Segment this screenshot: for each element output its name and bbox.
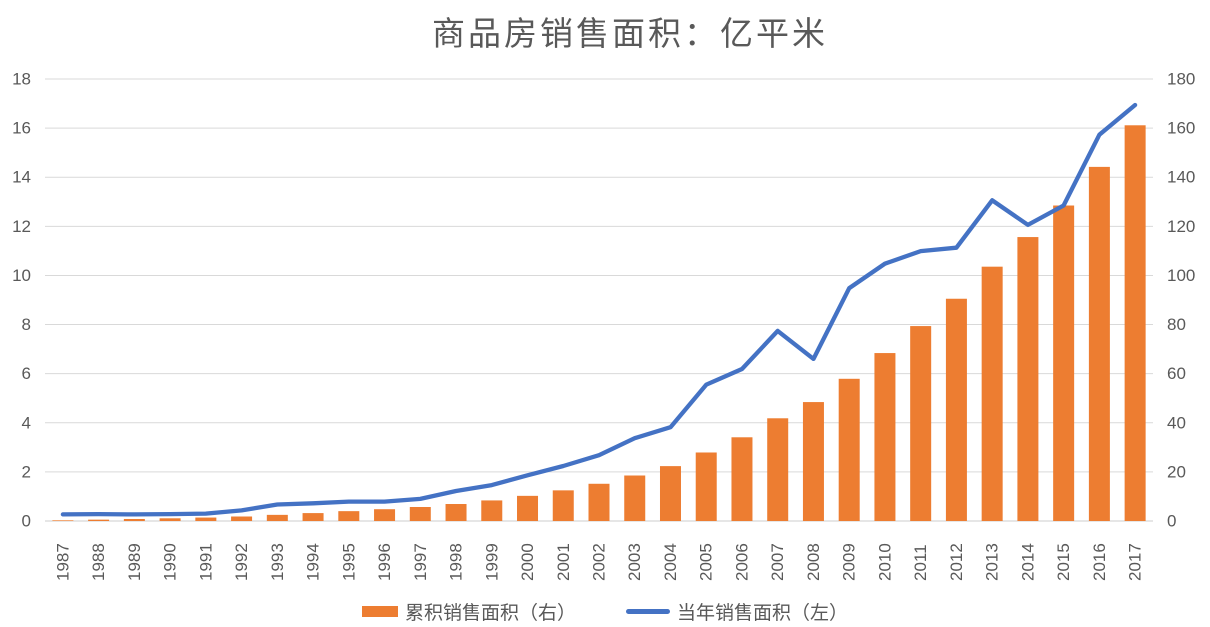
y-left-tick-label: 12 (12, 217, 31, 236)
bar-2016 (1088, 166, 1110, 521)
x-tick-label-1993: 1993 (268, 543, 287, 581)
y-right-tick-label: 120 (1167, 217, 1195, 236)
y-right-tick-label: 180 (1167, 70, 1195, 89)
bar-1998 (445, 504, 467, 521)
x-tick-label-1995: 1995 (339, 543, 358, 581)
x-tick-label-2013: 2013 (983, 543, 1002, 581)
x-tick-label-2008: 2008 (804, 543, 823, 581)
y-left-tick-label: 0 (22, 512, 31, 531)
bar-1992 (231, 516, 253, 521)
x-tick-label-2014: 2014 (1018, 543, 1037, 581)
bar-2005 (695, 452, 717, 521)
y-right-tick-label: 40 (1167, 413, 1186, 432)
y-left-tick-label: 10 (12, 266, 31, 285)
x-tick-label-1992: 1992 (232, 543, 251, 581)
x-tick-label-1999: 1999 (482, 543, 501, 581)
bar-2001 (552, 490, 574, 521)
bar-2017 (1124, 125, 1146, 521)
bar-2011 (910, 326, 932, 521)
x-tick-label-1991: 1991 (196, 543, 215, 581)
y-left-tick-label: 16 (12, 119, 31, 138)
bar-1990 (159, 518, 181, 521)
bar-2002 (588, 483, 610, 521)
x-tick-label-2007: 2007 (768, 543, 787, 581)
bar-1988 (88, 519, 110, 521)
x-tick-label-2012: 2012 (947, 543, 966, 581)
bar-2013 (981, 266, 1003, 521)
x-tick-label-2000: 2000 (518, 543, 537, 581)
line-series-swatch (626, 608, 670, 614)
x-tick-label-1988: 1988 (89, 543, 108, 581)
x-tick-label-2001: 2001 (554, 543, 573, 581)
y-left-tick-label: 18 (12, 70, 31, 89)
bar-2007 (767, 418, 789, 521)
plot-area: 0246810121416180204060801001201401601801… (12, 70, 1195, 582)
chart-title: 商品房销售面积：亿平米 (432, 15, 828, 52)
x-tick-label-2015: 2015 (1054, 543, 1073, 581)
y-right-tick-label: 20 (1167, 462, 1186, 481)
y-right-tick-label: 60 (1167, 364, 1186, 383)
bar-1994 (302, 513, 324, 521)
x-tick-label-1989: 1989 (125, 543, 144, 581)
legend-label-cumulative: 累积销售面积（右） (404, 602, 576, 624)
bar-2003 (624, 475, 646, 521)
bar-1993 (266, 514, 288, 521)
bar-2009 (838, 378, 860, 521)
legend-label-annual: 当年销售面积（左） (677, 602, 849, 624)
bar-1989 (123, 518, 145, 521)
legend-item-cumulative: 累积销售面积（右） (361, 598, 576, 625)
y-left-tick-label: 4 (22, 413, 31, 432)
bar-1997 (409, 507, 431, 521)
bar-2010 (874, 353, 896, 521)
y-right-tick-label: 0 (1167, 512, 1176, 531)
x-tick-label-2002: 2002 (590, 543, 609, 581)
y-left-tick-label: 8 (22, 315, 31, 334)
x-tick-label-2005: 2005 (697, 543, 716, 581)
bar-1987 (52, 520, 74, 521)
y-left-tick-label: 14 (12, 168, 31, 187)
x-tick-label-1996: 1996 (375, 543, 394, 581)
legend-item-annual: 当年销售面积（左） (626, 598, 848, 625)
y-left-tick-label: 6 (22, 364, 31, 383)
bar-1995 (338, 511, 360, 521)
y-left-tick-label: 2 (22, 462, 31, 481)
bar-2012 (945, 298, 967, 521)
y-right-tick-label: 160 (1167, 119, 1195, 138)
x-tick-label-2011: 2011 (911, 544, 930, 581)
x-tick-label-1998: 1998 (447, 543, 466, 581)
bar-1991 (195, 517, 217, 521)
bar-series-swatch (361, 605, 398, 617)
x-tick-label-2004: 2004 (661, 543, 680, 581)
bar-1999 (481, 500, 503, 521)
x-tick-label-1990: 1990 (161, 543, 180, 581)
bar-2015 (1053, 205, 1075, 521)
x-tick-label-1997: 1997 (411, 543, 430, 581)
x-tick-label-1987: 1987 (53, 543, 72, 581)
x-tick-label-2017: 2017 (1126, 543, 1145, 581)
bar-2006 (731, 437, 753, 521)
bar-2000 (517, 495, 539, 521)
y-right-tick-label: 140 (1167, 168, 1195, 187)
y-right-tick-label: 80 (1167, 315, 1186, 334)
x-tick-label-2010: 2010 (875, 543, 894, 581)
x-tick-label-2003: 2003 (625, 543, 644, 581)
x-tick-label-2016: 2016 (1090, 543, 1109, 581)
y-right-tick-label: 100 (1167, 266, 1195, 285)
bar-2004 (659, 466, 681, 521)
bar-2014 (1017, 237, 1039, 521)
line-series (60, 102, 1138, 517)
x-tick-label-2009: 2009 (840, 543, 859, 581)
legend: 累积销售面积（右） 当年销售面积（左） (0, 597, 1210, 625)
x-tick-label-2006: 2006 (732, 543, 751, 581)
bar-2008 (802, 402, 824, 521)
x-tick-label-1994: 1994 (304, 543, 323, 581)
bar-1996 (374, 509, 396, 521)
